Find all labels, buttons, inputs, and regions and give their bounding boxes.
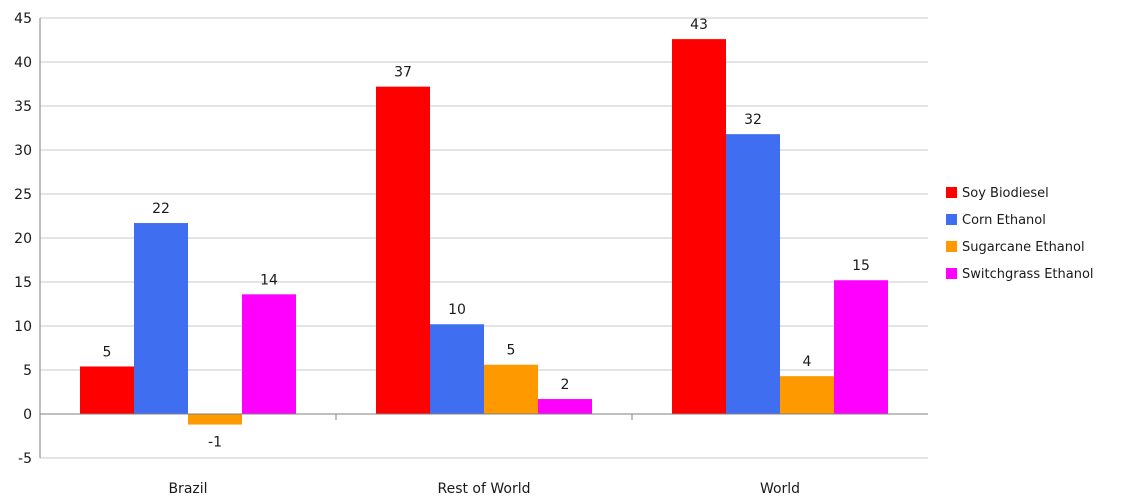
x-category-label: World bbox=[760, 481, 800, 496]
legend-swatch bbox=[946, 187, 957, 198]
data-label: 5 bbox=[507, 343, 516, 359]
y-tick-label: 25 bbox=[14, 187, 32, 203]
y-tick-label: 15 bbox=[14, 275, 32, 291]
data-label: -1 bbox=[208, 435, 222, 451]
data-label: 2 bbox=[561, 377, 570, 393]
bars bbox=[80, 39, 888, 425]
legend-swatch bbox=[946, 214, 957, 225]
bar bbox=[188, 414, 242, 425]
y-tick-label: 30 bbox=[14, 143, 32, 159]
bar bbox=[484, 364, 538, 414]
legend: Soy Biodiesel Corn Ethanol Sugarcane Ethan… bbox=[946, 186, 1094, 282]
legend-swatch bbox=[946, 241, 957, 252]
y-tick-label: 40 bbox=[14, 55, 32, 71]
y-tick-label: 45 bbox=[14, 11, 32, 27]
bar bbox=[672, 39, 726, 415]
y-tick-label: 20 bbox=[14, 231, 32, 247]
data-label: 5 bbox=[103, 344, 112, 360]
bar bbox=[430, 324, 484, 414]
y-tick-label: 5 bbox=[23, 363, 32, 379]
legend-label: Corn Ethanol bbox=[962, 213, 1046, 228]
bar bbox=[80, 366, 134, 414]
data-label: 43 bbox=[690, 17, 708, 33]
data-label: 32 bbox=[744, 112, 762, 128]
data-label: 14 bbox=[260, 272, 278, 288]
legend-label: Sugarcane Ethanol bbox=[962, 240, 1085, 255]
bar bbox=[242, 294, 296, 414]
x-category-label: Brazil bbox=[168, 481, 207, 496]
y-tick-label: 0 bbox=[23, 407, 32, 423]
bar bbox=[538, 399, 592, 414]
category-labels: Brazil Rest of World World bbox=[168, 481, 800, 496]
axes bbox=[39, 18, 928, 458]
y-axis-ticks: -5 0 5 10 15 20 25 30 35 40 45 bbox=[14, 11, 32, 467]
legend-swatch bbox=[946, 268, 957, 279]
legend-label: Switchgrass Ethanol bbox=[962, 267, 1094, 282]
data-label: 4 bbox=[803, 354, 812, 370]
bar bbox=[376, 86, 430, 414]
bar bbox=[834, 280, 888, 414]
y-tick-label: -5 bbox=[18, 451, 32, 467]
data-labels: 5 22 -1 14 37 10 5 2 43 32 4 15 bbox=[103, 17, 870, 450]
data-label: 10 bbox=[448, 302, 466, 318]
data-label: 37 bbox=[394, 65, 412, 81]
bar bbox=[134, 223, 188, 414]
legend-label: Soy Biodiesel bbox=[962, 186, 1049, 201]
y-tick-label: 10 bbox=[14, 319, 32, 335]
data-label: 15 bbox=[852, 258, 870, 274]
bar bbox=[726, 134, 780, 414]
data-label: 22 bbox=[152, 201, 170, 217]
y-tick-label: 35 bbox=[14, 99, 32, 115]
bar bbox=[780, 376, 834, 414]
x-category-label: Rest of World bbox=[437, 481, 530, 496]
